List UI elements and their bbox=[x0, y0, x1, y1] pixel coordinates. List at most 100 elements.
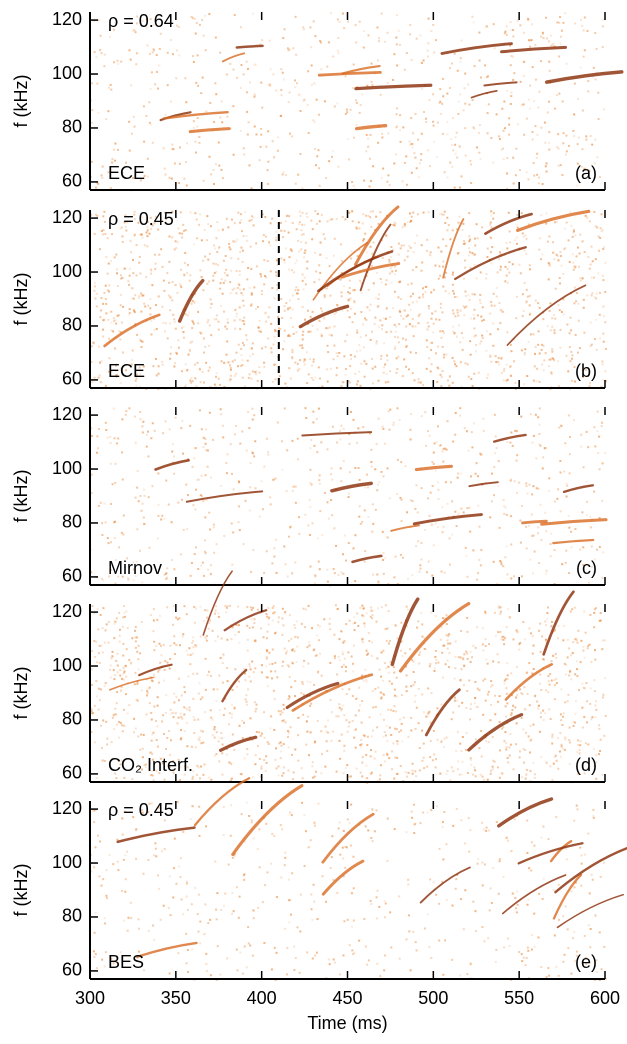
noise-dot bbox=[197, 692, 200, 695]
mode-streak bbox=[493, 433, 527, 443]
noise-dot bbox=[335, 303, 338, 306]
noise-dot bbox=[328, 617, 331, 620]
noise-dot bbox=[415, 300, 418, 303]
noise-dot bbox=[115, 322, 118, 325]
noise-dot bbox=[347, 496, 350, 499]
noise-dot bbox=[546, 611, 549, 614]
noise-dot bbox=[313, 821, 316, 824]
noise-dot bbox=[229, 62, 232, 65]
noise-dot bbox=[193, 719, 196, 722]
mode-streak bbox=[412, 513, 483, 526]
noise-dot bbox=[422, 110, 425, 113]
noise-dot bbox=[350, 892, 353, 895]
noise-dot bbox=[118, 611, 121, 614]
noise-dot bbox=[385, 752, 388, 755]
noise-dot bbox=[292, 47, 295, 50]
noise-dot bbox=[548, 264, 551, 267]
noise-dot bbox=[392, 742, 395, 745]
noise-dot bbox=[589, 946, 592, 949]
noise-dot bbox=[121, 730, 124, 733]
noise-dot bbox=[363, 625, 366, 628]
noise-dot bbox=[411, 143, 414, 146]
noise-dot bbox=[595, 761, 598, 764]
noise-dot bbox=[118, 546, 121, 549]
noise-dot bbox=[208, 252, 211, 255]
noise-dot bbox=[414, 941, 417, 944]
noise-dot bbox=[331, 218, 334, 221]
noise-dot bbox=[211, 734, 214, 737]
noise-dot bbox=[592, 747, 595, 750]
noise-dot bbox=[93, 866, 96, 869]
noise-dot bbox=[119, 227, 122, 230]
noise-dot bbox=[242, 73, 245, 76]
noise-dot bbox=[366, 306, 369, 309]
noise-dot bbox=[426, 765, 429, 768]
noise-dot bbox=[544, 141, 547, 144]
noise-dot bbox=[224, 325, 227, 328]
noise-dot bbox=[539, 650, 542, 653]
noise-dot bbox=[296, 636, 299, 639]
noise-dot bbox=[277, 774, 280, 777]
noise-dot bbox=[196, 478, 199, 481]
noise-dot bbox=[564, 701, 567, 704]
noise-dot bbox=[370, 80, 373, 83]
noise-dot bbox=[509, 365, 512, 368]
noise-dot bbox=[136, 764, 139, 767]
noise-dot bbox=[261, 508, 264, 511]
noise-dot bbox=[525, 547, 528, 550]
noise-dot bbox=[595, 318, 598, 321]
noise-dot bbox=[157, 504, 160, 507]
noise-dot bbox=[482, 778, 485, 781]
noise-dot bbox=[305, 417, 308, 420]
noise-dot bbox=[307, 131, 310, 134]
noise-dot bbox=[485, 658, 488, 661]
y-tick-label: 80 bbox=[62, 315, 82, 335]
noise-dot bbox=[539, 673, 542, 676]
noise-dot bbox=[481, 334, 484, 337]
noise-dot bbox=[395, 36, 398, 39]
noise-dot bbox=[376, 59, 379, 62]
noise-dot bbox=[321, 534, 324, 537]
noise-dot bbox=[503, 367, 506, 370]
noise-dot bbox=[262, 636, 265, 639]
noise-dot bbox=[108, 86, 111, 89]
noise-dot bbox=[194, 508, 197, 511]
noise-dot bbox=[137, 644, 140, 647]
mode-streak bbox=[351, 554, 383, 564]
noise-dot bbox=[105, 118, 108, 121]
noise-dot bbox=[450, 718, 453, 721]
noise-dot bbox=[202, 436, 205, 439]
noise-dot bbox=[286, 575, 289, 578]
noise-dot bbox=[279, 713, 282, 716]
noise-dot bbox=[518, 481, 521, 484]
noise-dot bbox=[417, 138, 420, 141]
noise-dot bbox=[340, 681, 343, 684]
noise-dot bbox=[309, 839, 312, 842]
noise-dot bbox=[149, 268, 152, 271]
noise-dot bbox=[582, 306, 585, 309]
noise-dot bbox=[598, 313, 601, 316]
noise-dot bbox=[451, 958, 454, 961]
noise-dot bbox=[445, 634, 448, 637]
noise-dot bbox=[473, 253, 476, 256]
noise-dot bbox=[311, 310, 314, 313]
noise-dot bbox=[191, 777, 194, 780]
noise-dot bbox=[238, 481, 241, 484]
noise-dot bbox=[182, 706, 185, 709]
noise-dot bbox=[499, 559, 502, 562]
noise-dot bbox=[538, 176, 541, 179]
noise-dot bbox=[564, 153, 567, 156]
noise-dot bbox=[376, 483, 379, 486]
noise-dot bbox=[185, 369, 188, 372]
noise-dot bbox=[216, 221, 219, 224]
noise-dot bbox=[592, 808, 595, 811]
noise-dot bbox=[382, 317, 385, 320]
noise-dot bbox=[271, 607, 274, 610]
noise-dot bbox=[567, 144, 570, 147]
noise-dot bbox=[538, 407, 541, 410]
noise-dot bbox=[180, 268, 183, 271]
noise-dot bbox=[508, 261, 511, 264]
noise-dot bbox=[261, 39, 264, 42]
noise-dot bbox=[301, 273, 304, 276]
noise-dot bbox=[597, 235, 600, 238]
